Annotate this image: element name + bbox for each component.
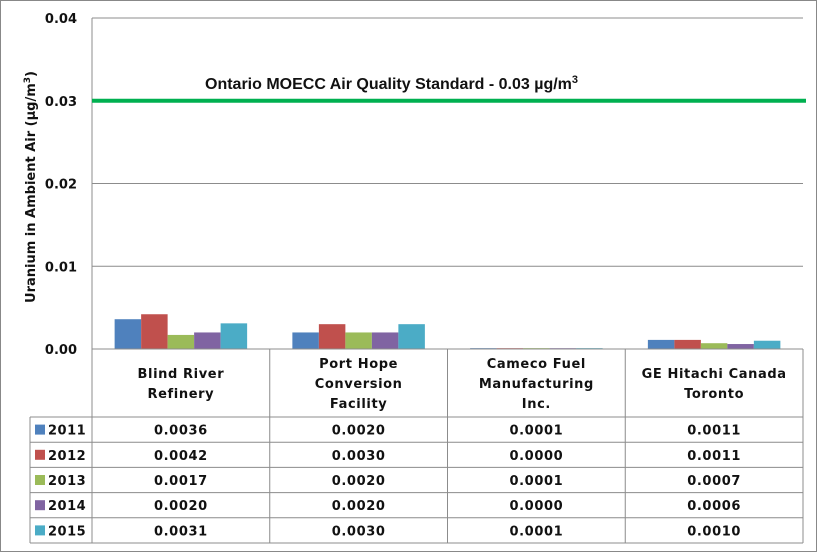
legend-swatch-2012 [35, 449, 45, 460]
bar-2014 [371, 332, 399, 349]
category-label: Conversion [315, 377, 403, 392]
bar-2012 [318, 324, 346, 349]
category-label: Inc. [522, 397, 551, 412]
table-cell-value: 0.0036 [154, 424, 208, 439]
table-cell-value: 0.0000 [509, 499, 563, 514]
bar-2014 [727, 344, 754, 349]
table-cell-value: 0.0020 [332, 474, 386, 489]
legend-label: 2011 [48, 424, 86, 439]
table-cell-value: 0.0006 [687, 499, 741, 514]
category-label: Refinery [148, 387, 215, 402]
category-label: Cameco Fuel [487, 357, 586, 372]
table-cell-value: 0.0017 [154, 474, 208, 489]
table-cell-value: 0.0000 [509, 449, 563, 464]
category-label: Toronto [684, 387, 744, 402]
bar-2011 [292, 332, 319, 349]
table-cell-value: 0.0042 [154, 449, 208, 464]
y-axis-label-end: ) [24, 71, 39, 77]
table-cell-value: 0.0007 [687, 474, 741, 489]
legend-swatch-2013 [35, 475, 45, 485]
legend-label: 2013 [48, 474, 86, 489]
table-cell-value: 0.0030 [332, 449, 386, 464]
table-cell-value: 0.0001 [509, 474, 563, 489]
bar-2015 [220, 323, 248, 349]
y-tick-label: 0.00 [45, 343, 77, 358]
category-label: Facility [330, 397, 387, 412]
y-tick-label: 0.04 [45, 12, 77, 27]
bar-2013 [345, 332, 372, 349]
category-label: Blind River [138, 367, 225, 382]
legend-label: 2015 [48, 524, 86, 539]
legend-swatch-2011 [35, 424, 45, 435]
bar-2012 [674, 339, 701, 349]
bar-2011 [114, 319, 142, 349]
y-axis-label-superscript: 3 [23, 77, 33, 83]
y-axis-label: Uranium in Ambient Air (µg/m3) [23, 71, 39, 303]
legend-label: 2014 [48, 499, 86, 514]
category-label: GE Hitachi Canada [642, 367, 787, 382]
reference-line-label: Ontario MOECC Air Quality Standard - 0.0… [205, 74, 578, 93]
bar-2012 [141, 314, 168, 349]
category-label: Port Hope [319, 357, 398, 372]
table-cell-value: 0.0001 [509, 424, 563, 439]
table-cell-value: 0.0020 [154, 499, 208, 514]
table-cell-value: 0.0031 [154, 524, 208, 539]
table-cell-value: 0.0011 [687, 449, 741, 464]
table-cell-value: 0.0011 [687, 424, 741, 439]
bar-2013 [700, 343, 728, 349]
bar-2015 [398, 324, 425, 349]
table-cell-value: 0.0020 [332, 424, 386, 439]
table-cell-value: 0.0030 [332, 524, 386, 539]
bar-2011 [647, 339, 675, 349]
table-cell-value: 0.0020 [332, 499, 386, 514]
reference-line-label-superscript: 3 [572, 74, 578, 86]
bar-2014 [194, 332, 221, 349]
y-tick-label: 0.01 [45, 260, 77, 275]
legend-label: 2012 [48, 449, 86, 464]
bar-2013 [167, 334, 195, 349]
bar-2015 [753, 340, 781, 349]
y-tick-label: 0.02 [45, 178, 77, 193]
table-cell-value: 0.0001 [509, 524, 563, 539]
table-cell-value: 0.0010 [687, 524, 741, 539]
y-tick-label: 0.03 [45, 95, 77, 110]
legend-swatch-2015 [35, 525, 45, 536]
category-label: Manufacturing [479, 377, 594, 392]
legend-swatch-2014 [35, 500, 45, 511]
